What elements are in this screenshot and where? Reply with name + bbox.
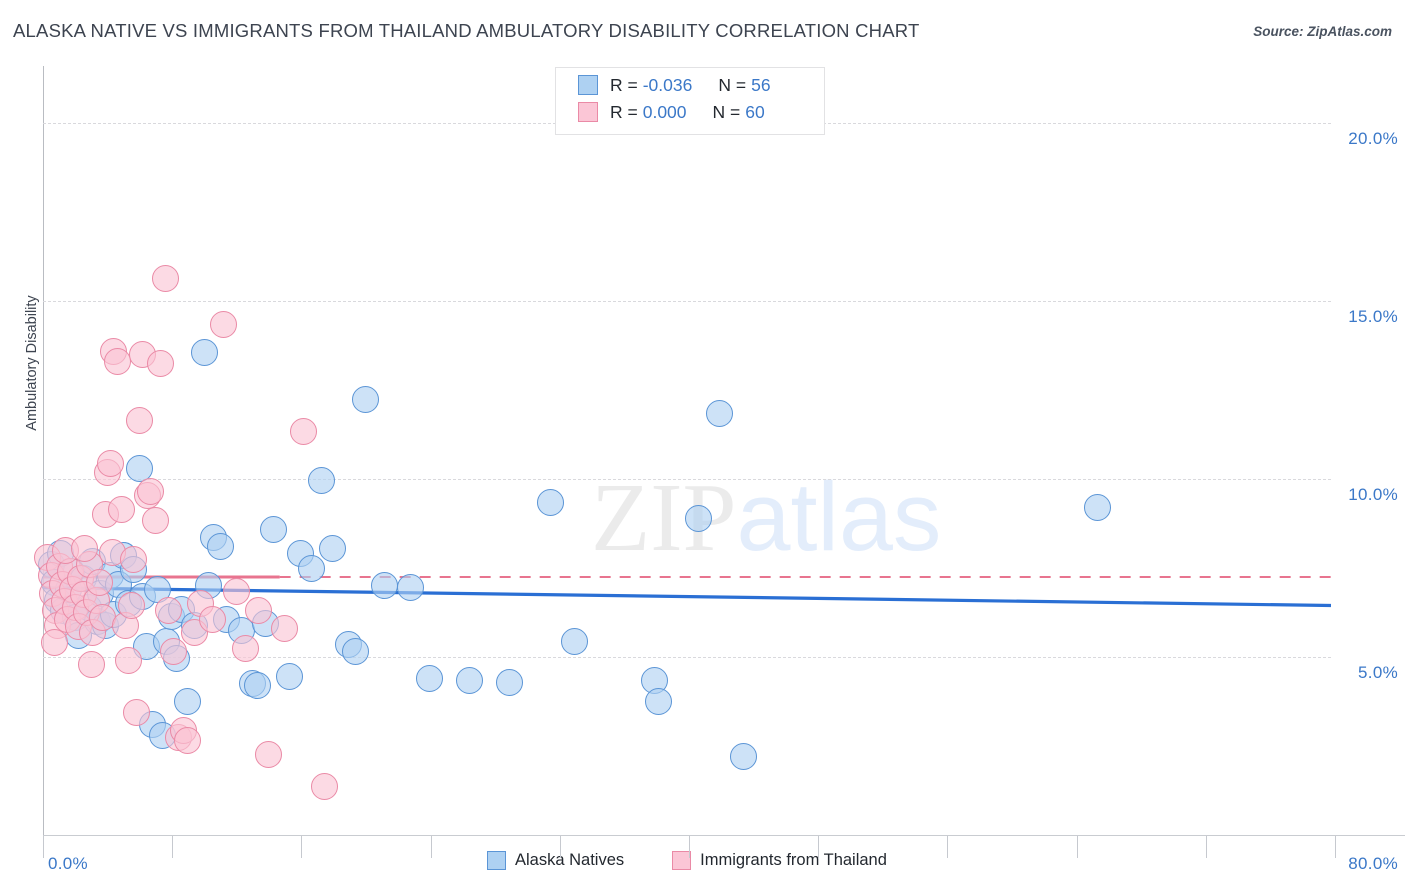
scatter-point	[147, 350, 175, 378]
gridline	[43, 301, 1331, 303]
legend-row-immigrants-thailand: R = 0.000 N = 60	[578, 99, 765, 125]
x-axis-tick	[1076, 836, 1078, 858]
x-axis-line	[43, 835, 1405, 836]
scatter-point	[232, 634, 260, 662]
scatter-point	[108, 495, 136, 523]
scatter-point	[126, 406, 154, 434]
legend-n-label: N =	[712, 101, 741, 122]
y-axis-line	[43, 66, 44, 836]
scatter-point	[308, 467, 336, 495]
scatter-point	[159, 638, 187, 666]
scatter-point	[245, 597, 273, 625]
x-axis-tick	[43, 836, 44, 858]
scatter-point	[174, 688, 202, 716]
x-axis-max-label: 80.0%	[1348, 854, 1398, 873]
x-axis-tick	[1335, 836, 1336, 858]
scatter-point	[644, 688, 672, 716]
trend-lines	[42, 575, 1332, 608]
scatter-point	[40, 629, 68, 657]
legend-n-value: 60	[745, 101, 765, 122]
legend-row-alaska-natives: R = -0.036 N = 56	[578, 72, 771, 98]
y-axis-tick-label: 15.0%	[1348, 307, 1398, 327]
scatter-point	[151, 264, 179, 292]
y-axis-tick-label: 20.0%	[1348, 129, 1398, 149]
series-legend: Alaska Natives Immigrants from Thailand	[487, 851, 887, 870]
x-axis-tick	[559, 836, 561, 858]
scatter-point	[103, 348, 131, 376]
scatter-point	[122, 698, 150, 726]
scatter-point	[118, 592, 146, 619]
scatter-point	[77, 650, 105, 678]
scatter-point	[729, 743, 757, 771]
scatter-point	[496, 668, 524, 696]
scatter-point	[85, 568, 113, 596]
scatter-point	[222, 577, 250, 605]
scatter-point	[155, 597, 183, 625]
scatter-point	[190, 339, 218, 367]
x-axis-tick	[301, 836, 303, 858]
scatter-point	[275, 663, 303, 691]
scatter-point	[1084, 494, 1112, 522]
legend-r-value: -0.036	[642, 74, 693, 95]
legend-n-value: 56	[751, 74, 771, 95]
scatter-point	[560, 627, 588, 655]
scatter-point	[456, 666, 484, 694]
plot-area: ZIPatlas	[34, 70, 1332, 835]
scatter-point	[137, 478, 165, 506]
y-axis-title: Ambulatory Disability	[24, 295, 40, 431]
scatter-point	[174, 727, 202, 755]
scatter-point	[198, 606, 226, 634]
scatter-point	[298, 554, 326, 582]
x-axis-tick	[818, 836, 820, 858]
legend-swatch-blue	[578, 75, 598, 95]
scatter-point	[271, 615, 298, 643]
x-axis-tick	[430, 836, 432, 858]
scatter-point	[254, 741, 282, 769]
legend-r-value: 0.000	[642, 101, 687, 122]
scatter-point	[396, 574, 424, 602]
page-title: ALASKA NATIVE VS IMMIGRANTS FROM THAILAN…	[13, 20, 920, 41]
series-swatch-alaska-natives[interactable]	[487, 851, 506, 870]
scatter-point	[243, 672, 271, 700]
gridline	[43, 657, 1331, 659]
scatter-point	[341, 638, 369, 666]
x-axis-tick	[947, 836, 949, 858]
trend-line	[42, 586, 1332, 608]
scatter-point	[415, 664, 443, 692]
source-label: Source: ZipAtlas.com	[1253, 24, 1392, 39]
scatter-point	[97, 449, 125, 477]
scatter-point	[351, 385, 379, 413]
series-swatch-immigrants-thailand[interactable]	[672, 851, 692, 870]
series-label-alaska-natives[interactable]: Alaska Natives	[515, 851, 625, 869]
scatter-point	[370, 572, 398, 600]
scatter-point	[319, 535, 347, 563]
scatter-point	[259, 515, 287, 543]
y-axis-tick-label: 10.0%	[1348, 485, 1398, 505]
scatter-point	[209, 310, 237, 338]
series-label-immigrants-thailand[interactable]: Immigrants from Thailand	[700, 851, 887, 869]
x-axis-tick	[689, 836, 690, 858]
scatter-point	[536, 488, 564, 516]
scatter-point	[290, 417, 318, 445]
gridline	[43, 479, 1331, 481]
scatter-point	[142, 506, 170, 534]
legend-n-label: N =	[718, 74, 747, 95]
legend-swatch-pink	[578, 102, 598, 122]
x-axis-tick	[172, 836, 174, 858]
x-axis-min-label: 0.0%	[48, 854, 88, 873]
scatter-point	[119, 545, 147, 573]
correlation-legend: R = -0.036 N = 56 R = 0.000 N = 60	[555, 67, 825, 135]
x-axis-tick	[1205, 836, 1207, 858]
y-axis-tick-label: 5.0%	[1358, 663, 1398, 683]
scatter-point	[114, 647, 142, 675]
legend-r-label: R =	[610, 74, 638, 95]
scatter-point	[71, 535, 99, 563]
scatter-point	[311, 773, 339, 801]
legend-r-label: R =	[610, 101, 638, 122]
scatter-point	[684, 504, 712, 532]
scatter-point	[705, 399, 733, 427]
scatter-point	[206, 533, 234, 561]
